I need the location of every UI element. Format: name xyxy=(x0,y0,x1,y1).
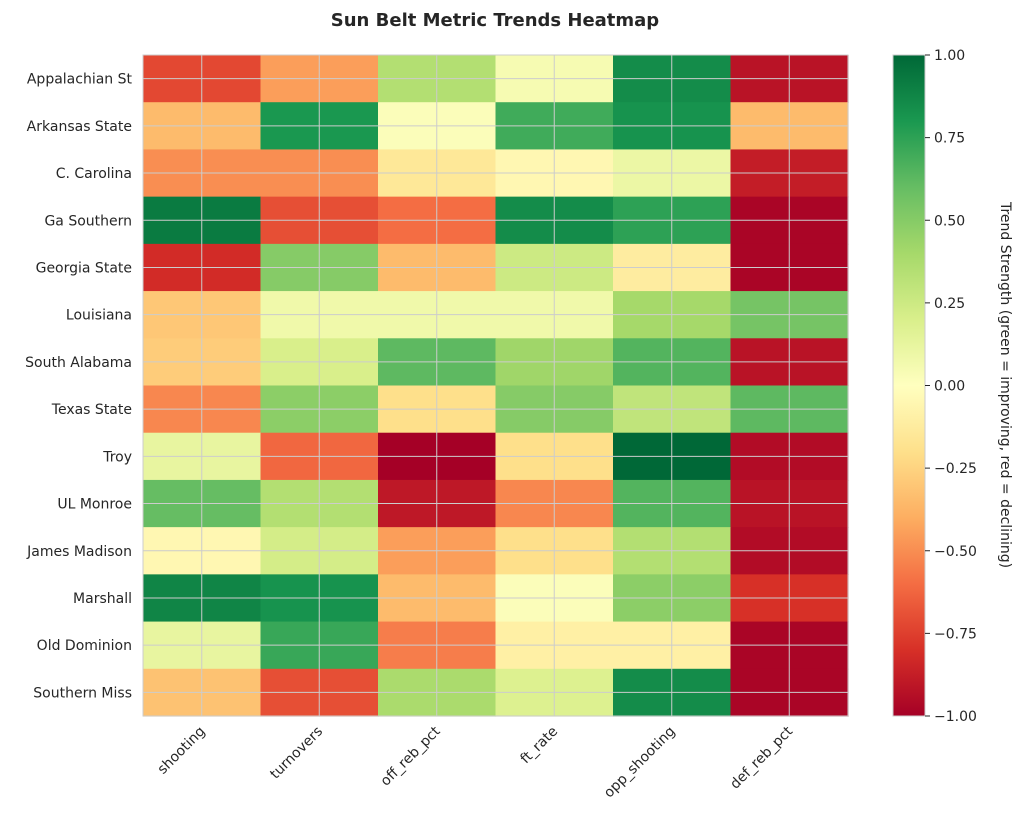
y-tick-label: C. Carolina xyxy=(56,166,132,182)
colorbar-tick-label: −0.50 xyxy=(934,544,977,560)
x-tick-label: shooting xyxy=(155,724,209,778)
y-tick-label: Georgia State xyxy=(36,260,132,276)
x-tick-label: turnovers xyxy=(267,724,326,783)
colorbar-tick-label: 0.00 xyxy=(934,379,965,395)
colorbar-tick-label: 0.50 xyxy=(934,213,965,229)
y-tick-label: James Madison xyxy=(26,544,132,560)
colorbar-label: Trend Strength (green = improving, red =… xyxy=(997,201,1013,568)
x-tick-label: off_reb_pct xyxy=(378,723,444,789)
colorbar-tick-label: −1.00 xyxy=(934,709,977,725)
colorbar xyxy=(892,54,926,717)
y-tick-label: Louisiana xyxy=(66,308,132,324)
colorbar-tick-label: 0.25 xyxy=(934,296,965,312)
y-tick-label: Ga Southern xyxy=(44,213,132,229)
y-tick-label: Arkansas State xyxy=(27,119,132,135)
y-axis-tick-labels: Appalachian St Arkansas State C. Carolina G… xyxy=(25,72,132,702)
y-tick-label: Appalachian St xyxy=(27,72,133,88)
heatmap-gridlines xyxy=(143,55,848,716)
colorbar-tick-labels: 1.00 0.75 0.50 0.25 0.00 −0.25 −0.50 −0.75 −1.00 xyxy=(925,48,977,725)
x-axis-tick-labels: shooting turnovers off_reb_pct ft_rate opp_s… xyxy=(155,723,797,801)
y-tick-label: UL Monroe xyxy=(57,497,132,513)
plot-frame xyxy=(142,54,849,717)
colorbar-tick-label: 0.75 xyxy=(934,131,965,147)
heatmap-cells xyxy=(143,55,849,717)
y-tick-label: Texas State xyxy=(51,402,132,418)
chart-title: Sun Belt Metric Trends Heatmap xyxy=(331,10,660,31)
y-tick-label: South Alabama xyxy=(25,355,132,371)
y-tick-label: Southern Miss xyxy=(33,685,132,701)
colorbar-tick-label: 1.00 xyxy=(934,48,965,64)
x-tick-label: ft_rate xyxy=(518,724,562,768)
y-tick-label: Old Dominion xyxy=(37,638,132,654)
x-tick-label: opp_shooting xyxy=(601,724,679,802)
x-tick-label: def_reb_pct xyxy=(727,723,796,792)
y-tick-label: Troy xyxy=(102,449,132,465)
y-tick-label: Marshall xyxy=(73,591,132,607)
colorbar-tick-label: −0.75 xyxy=(934,626,977,642)
colorbar-tick-label: −0.25 xyxy=(934,461,977,477)
